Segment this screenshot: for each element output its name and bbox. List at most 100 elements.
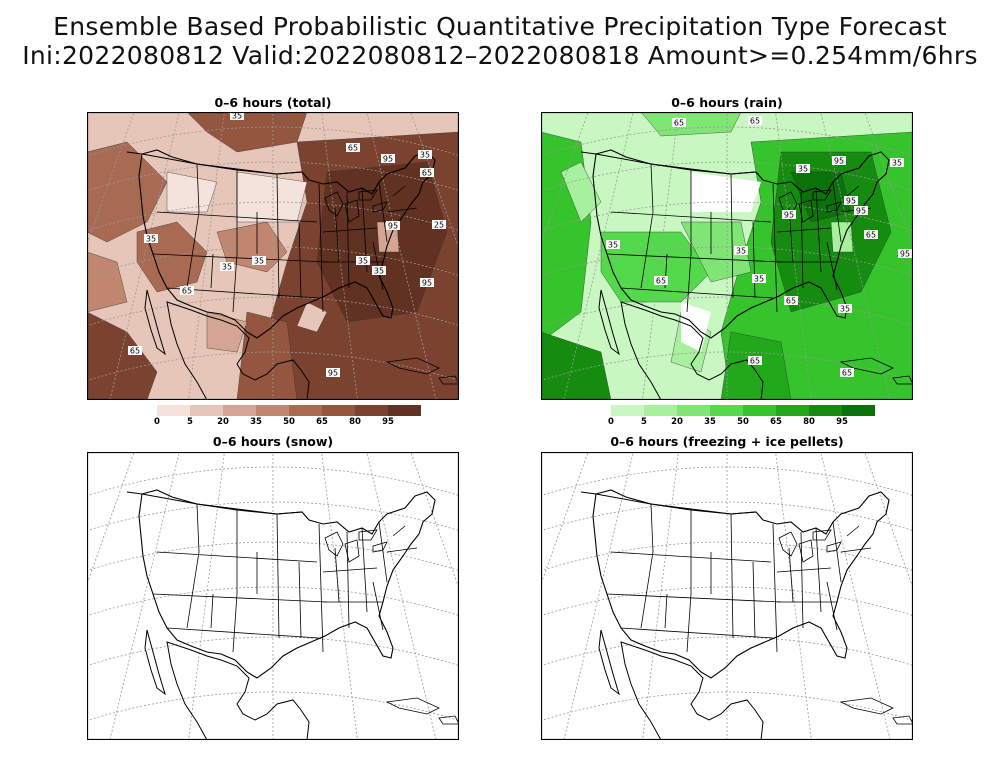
contour-label: 65 (674, 119, 684, 128)
contour-label-bg (386, 221, 400, 230)
lake-outline (778, 531, 798, 557)
contour-label: 35 (254, 257, 264, 266)
state-border (846, 525, 860, 537)
colorbar-rain-labels: 0 5 20 35 50 65 80 95 (608, 417, 875, 429)
colorbar-label: 50 (737, 417, 749, 427)
state-border (730, 173, 734, 299)
contour-label: 95 (900, 250, 910, 259)
colorbar-label: 65 (770, 417, 782, 427)
lake-outline (372, 541, 388, 553)
lake-outline (324, 191, 344, 217)
contour-label-bg (748, 116, 762, 125)
baja-outline (144, 629, 166, 696)
colorbar-swatch (355, 405, 388, 416)
probability-fill (691, 172, 761, 212)
contour-label: 35 (358, 257, 368, 266)
map-panel-total: 35 65 95 35 35 65 35 35 95 65 35 35 95 65 25 95 (87, 112, 459, 400)
state-border (640, 211, 654, 289)
state-border (832, 181, 842, 243)
colorbar-swatch (322, 405, 355, 416)
us-outline (138, 489, 436, 679)
us-outline (138, 149, 436, 339)
colorbar-swatch (388, 405, 421, 416)
colorbar-label: 0 (154, 417, 160, 427)
colorbar-swatch (809, 405, 842, 416)
state-border (686, 593, 692, 653)
state-border (640, 551, 654, 629)
colorbar-swatch (842, 405, 875, 416)
colorbar-total-labels: 0 5 20 35 50 65 80 95 (154, 417, 421, 429)
lake-outline (798, 539, 814, 563)
colorbar-label: 0 (608, 417, 614, 427)
hispaniola-outline (892, 375, 913, 385)
contour-label-bg (840, 368, 854, 377)
contour-label: 65 (750, 117, 760, 126)
state-border (650, 503, 654, 553)
map-svg-total: 35 65 95 35 35 65 35 35 95 65 35 35 95 65 25 95 (87, 112, 459, 400)
contour-label-bg (838, 304, 852, 313)
contour-label: 35 (798, 165, 808, 174)
contour-label-bg (748, 356, 762, 365)
contour-label-bg (326, 368, 340, 377)
contour-label-bg (372, 266, 386, 275)
contour-label: 95 (388, 222, 398, 231)
state-border (346, 191, 350, 289)
probability-fill (87, 141, 168, 243)
contour-label-bg (128, 346, 142, 355)
colorbar-swatch (710, 405, 743, 416)
contour-label-bg (672, 118, 686, 127)
cuba-outline (839, 357, 894, 375)
chart-title-line2: Ini:2022080812 Valid:2022080812–20220808… (22, 41, 978, 70)
contour-label: 35 (222, 263, 232, 272)
colorbar-label: 80 (349, 417, 361, 427)
contour-label: 95 (846, 197, 856, 206)
state-border (346, 531, 350, 629)
colorbar-swatch (776, 405, 809, 416)
panel-title-total: 0–6 hours (total) (214, 95, 332, 110)
contour-label-bg (180, 286, 194, 295)
contour-label: 35 (232, 112, 242, 121)
baja-outline (144, 289, 166, 356)
baja-outline (598, 289, 620, 356)
probability-fill (186, 112, 308, 153)
hispaniola-outline (438, 715, 459, 725)
state-border (276, 513, 280, 639)
hispaniola-outline (892, 715, 913, 725)
colorbar-swatch (677, 405, 710, 416)
state-border (210, 593, 214, 629)
state-border (788, 547, 794, 603)
contour-label: 65 (750, 357, 760, 366)
lake-outline (344, 199, 360, 223)
contour-label-bg (420, 278, 434, 287)
contour-label-bg (346, 143, 360, 152)
state-border (686, 253, 692, 313)
state-border (606, 253, 782, 263)
cuba-outline (385, 697, 440, 715)
contour-label-bg (432, 220, 446, 229)
lake-outline (798, 199, 814, 223)
contour-label-bg (782, 210, 796, 219)
map-frame (87, 112, 459, 400)
state-border (620, 627, 774, 639)
state-border (152, 593, 328, 603)
contour-label-bg (898, 249, 912, 258)
colorbar-swatch (256, 405, 289, 416)
colorbar-label: 20 (217, 417, 229, 427)
contour-label-bg (144, 234, 158, 243)
contour-label-bg (606, 240, 620, 249)
map-panel-rain: 65 65 35 95 95 35 65 95 35 35 65 95 65 35 95 35 65 65 (541, 112, 913, 400)
probability-fill (560, 161, 602, 223)
state-border (298, 221, 302, 299)
state-border (840, 547, 872, 553)
contour-label-bg (734, 246, 748, 255)
state-border (650, 163, 654, 213)
contour-label: 35 (892, 159, 902, 168)
us-outline (592, 489, 890, 679)
state-border (772, 523, 778, 653)
map-frame (541, 452, 913, 740)
colorbar-total (157, 405, 421, 416)
probability-fill (166, 171, 218, 213)
state-border (196, 163, 200, 213)
colorbar-swatch (289, 405, 322, 416)
